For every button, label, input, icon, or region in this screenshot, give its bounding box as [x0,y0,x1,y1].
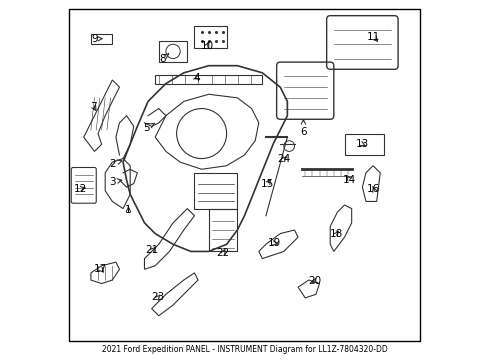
Text: 4: 4 [193,73,199,83]
Text: 2: 2 [109,159,122,169]
Bar [194,173,237,208]
Text: 24: 24 [277,154,290,164]
Text: 1: 1 [125,205,131,215]
Bar [208,208,237,251]
Text: 16: 16 [366,184,380,194]
Text: 10: 10 [200,41,213,51]
Text: 2021 Ford Expedition PANEL - INSTRUMENT Diagram for LL1Z-7804320-DD: 2021 Ford Expedition PANEL - INSTRUMENT … [102,345,386,354]
Bar [194,26,226,48]
Text: 17: 17 [94,264,107,274]
Text: 20: 20 [308,276,321,286]
Text: 11: 11 [366,32,380,42]
Text: 15: 15 [261,179,274,189]
Bar [344,134,383,155]
Bar [159,41,187,62]
Text: 5: 5 [142,123,155,133]
Text: 13: 13 [355,139,368,149]
Text: 18: 18 [329,229,343,239]
Text: 7: 7 [90,102,97,112]
Text: 9: 9 [92,34,102,44]
Text: 3: 3 [109,177,122,187]
Text: 19: 19 [267,238,280,248]
Text: 6: 6 [300,120,306,137]
Text: 22: 22 [216,248,229,258]
Text: 21: 21 [145,246,159,255]
Text: 12: 12 [73,184,87,194]
Text: 14: 14 [343,175,356,185]
Bar [91,33,112,44]
Text: 8: 8 [159,54,168,64]
Text: 23: 23 [151,292,164,302]
Bar [155,75,262,84]
